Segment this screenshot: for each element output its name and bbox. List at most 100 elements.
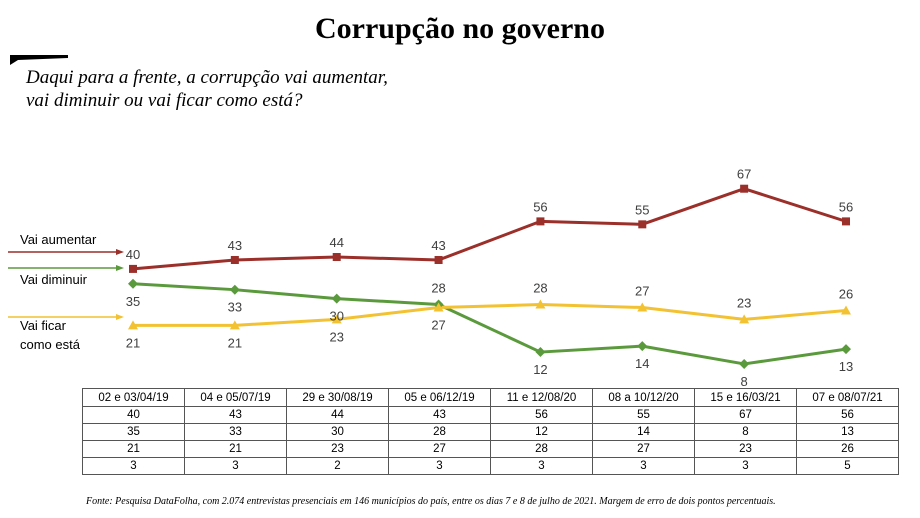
table-cell: 23 (286, 440, 389, 458)
series-label-2: Vai ficar (20, 318, 67, 333)
series-line-0 (132, 187, 847, 271)
table-header-row: 02 e 03/04/19 04 e 05/07/19 29 e 30/08/19 0… (82, 388, 899, 407)
data-point (434, 255, 443, 264)
question-line-1: Daqui para a frente, a corrupção vai aum… (26, 67, 388, 88)
table-cell: 40 (82, 406, 185, 424)
data-label: 56 (533, 199, 547, 214)
table-cell: 27 (388, 440, 491, 458)
data-label: 8 (741, 374, 748, 389)
table-cell: 28 (490, 440, 593, 458)
data-point (128, 278, 138, 289)
table-cell: 28 (388, 423, 491, 441)
data-label: 12 (533, 362, 547, 377)
data-label: 30 (329, 309, 343, 324)
data-label: 35 (126, 294, 140, 309)
table-cell: 3 (184, 457, 287, 475)
table-cell: 11 e 12/08/20 (490, 388, 593, 407)
table-cell: 23 (694, 440, 797, 458)
table-cell: 43 (184, 406, 287, 424)
table-cell: 13 (796, 423, 899, 441)
table-cell: 35 (82, 423, 185, 441)
data-label: 40 (126, 247, 140, 262)
table-row-1: 35 33 30 28 12 14 8 13 (82, 423, 899, 441)
data-label: 21 (126, 335, 140, 350)
table-cell: 5 (796, 457, 899, 475)
table-cell: 27 (592, 440, 695, 458)
data-label: 43 (228, 238, 242, 253)
table-cell: 56 (796, 406, 899, 424)
table-cell: 33 (184, 423, 287, 441)
table-cell: 29 e 30/08/19 (286, 388, 389, 407)
table-cell: 21 (184, 440, 287, 458)
line-chart: Vai aumentar Vai diminuir Vai ficar como es… (8, 167, 853, 389)
table-cell: 44 (286, 406, 389, 424)
data-point (332, 253, 341, 262)
corner-decoration (10, 55, 68, 65)
data-point (536, 217, 545, 226)
data-label: 23 (329, 329, 343, 344)
table-row-0: 40 43 44 43 56 55 67 56 (82, 406, 899, 424)
table-cell: 3 (592, 457, 695, 475)
data-label: 21 (228, 335, 242, 350)
data-point (433, 302, 444, 312)
data-point (841, 344, 851, 355)
series-lines (132, 187, 847, 366)
chart-title: Corrupção no governo (315, 12, 605, 45)
table-cell: 02 e 03/04/19 (82, 388, 185, 407)
table-cell: 3 (388, 457, 491, 475)
data-point (128, 320, 138, 330)
data-point (841, 305, 851, 315)
data-label: 28 (533, 281, 547, 296)
data-point (739, 358, 750, 369)
table-row-2: 21 21 23 27 28 27 23 26 (82, 440, 899, 458)
data-point (740, 184, 749, 193)
table-cell: 67 (694, 406, 797, 424)
table-cell: 56 (490, 406, 593, 424)
data-label: 14 (635, 356, 649, 371)
table-cell: 26 (796, 440, 899, 458)
data-point (535, 299, 546, 309)
data-label: 23 (737, 295, 751, 310)
series-legend: Vai aumentar Vai diminuir Vai ficar como es… (8, 232, 124, 352)
data-labels: 40 43 44 43 56 55 67 56 35 33 30 28 12 14 8 13 21 21 23 27 2… (126, 167, 853, 389)
data-point (535, 347, 546, 358)
table-cell: 30 (286, 423, 389, 441)
table-cell: 04 e 05/07/19 (184, 388, 287, 407)
table-cell: 08 a 10/12/20 (592, 388, 695, 407)
legend-arrow-head (116, 249, 124, 255)
legend-arrow-head (116, 314, 124, 320)
series-line-1 (132, 282, 847, 366)
question-line-2: vai diminuir ou vai ficar como está? (26, 90, 303, 111)
series-label-2: como está (20, 337, 81, 352)
table-cell: 3 (490, 457, 593, 475)
data-label: 56 (839, 199, 853, 214)
table-cell: 12 (490, 423, 593, 441)
data-label: 33 (228, 300, 242, 315)
data-point (229, 284, 240, 295)
table-cell: 8 (694, 423, 797, 441)
table-cell: 3 (694, 457, 797, 475)
data-point (638, 220, 647, 229)
table-cell: 15 e 16/03/21 (694, 388, 797, 407)
series-markers (128, 184, 851, 369)
table-cell: 07 e 08/07/21 (796, 388, 899, 407)
data-point (739, 314, 750, 324)
data-point (637, 341, 648, 352)
data-label: 55 (635, 202, 649, 217)
data-point (331, 293, 342, 304)
table-cell: 05 e 06/12/19 (388, 388, 491, 407)
series-line-2 (133, 303, 847, 327)
data-point (637, 302, 648, 312)
data-label: 44 (329, 235, 343, 250)
data-point (230, 255, 239, 264)
table-cell: 43 (388, 406, 491, 424)
data-label: 67 (737, 167, 751, 182)
series-label-0: Vai aumentar (20, 232, 97, 247)
table-cell: 14 (592, 423, 695, 441)
data-label: 27 (635, 284, 649, 299)
table-cell: 55 (592, 406, 695, 424)
data-point (842, 217, 850, 226)
data-label: 26 (839, 286, 853, 301)
survey-question: Daqui para a frente, a corrupção vai aum… (26, 66, 388, 112)
